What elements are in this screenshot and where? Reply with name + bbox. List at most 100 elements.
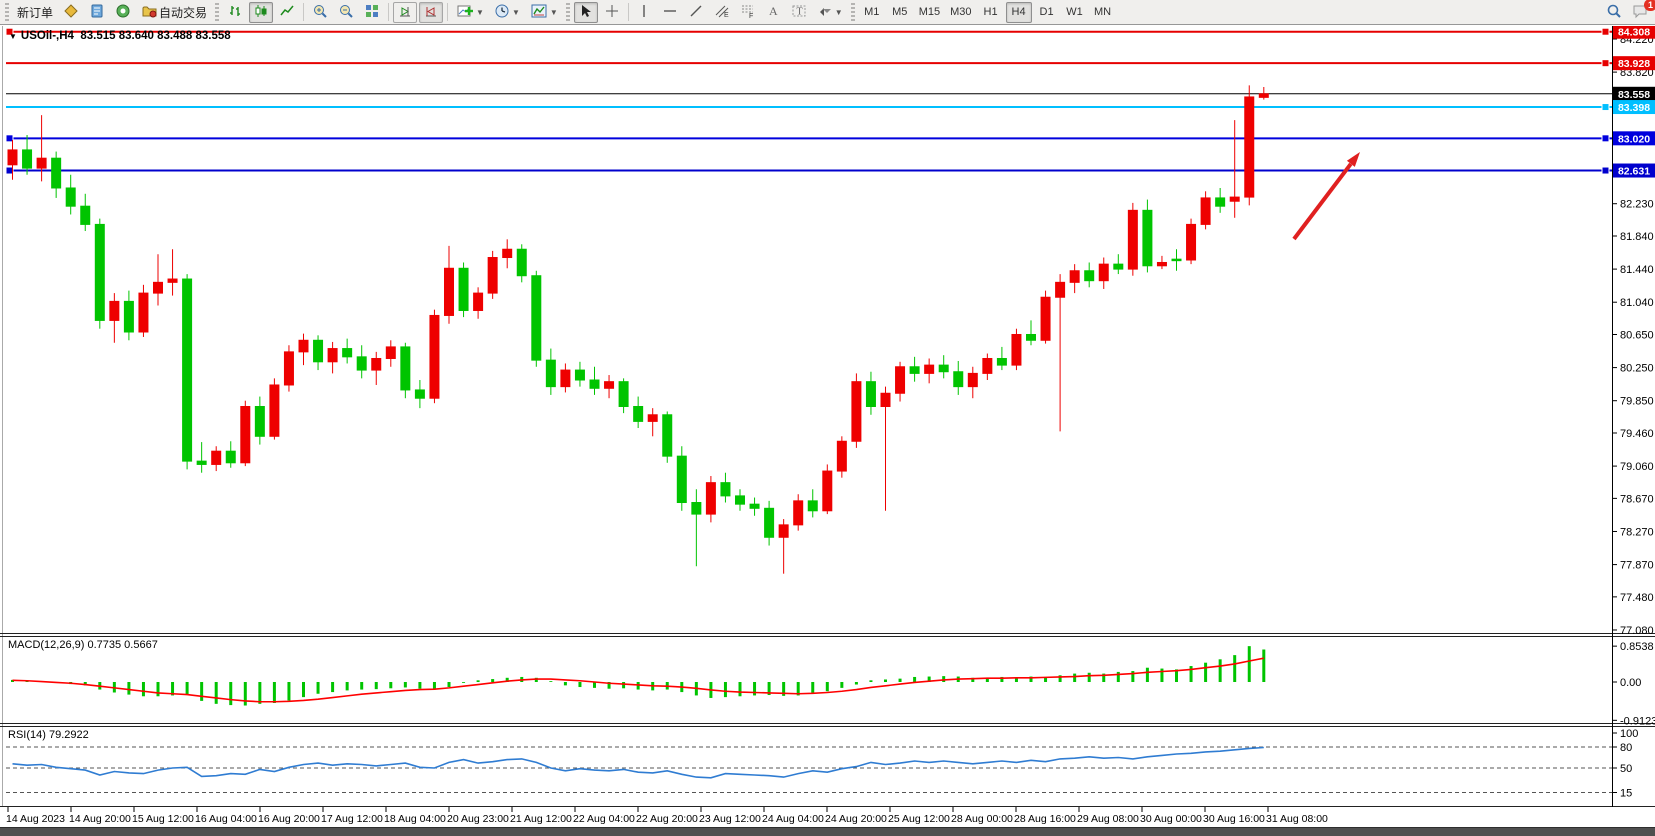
time-axis-label: 15 Aug 12:00 <box>132 813 194 825</box>
candle <box>371 357 382 371</box>
zoom-out-button[interactable] <box>334 2 358 23</box>
candle <box>327 348 338 363</box>
candle <box>1069 270 1080 283</box>
candlestick-chart-button[interactable] <box>249 1 274 23</box>
search-button[interactable] <box>1602 2 1626 23</box>
candle <box>283 351 294 386</box>
horizontal-line-button[interactable] <box>658 2 682 23</box>
navigator-button[interactable] <box>111 2 135 23</box>
line-chart-button[interactable] <box>275 2 299 23</box>
candle <box>123 300 134 333</box>
toolbar-separator <box>627 3 629 21</box>
toolbar-grip[interactable] <box>5 3 9 21</box>
crosshair-button[interactable] <box>600 2 624 23</box>
tile-windows-button[interactable] <box>360 2 384 23</box>
candle <box>1186 223 1197 261</box>
timeframe-button-m1[interactable]: M1 <box>864 6 880 18</box>
rsi-axis-label: 15 <box>1620 788 1632 800</box>
candle <box>254 405 265 437</box>
candle <box>458 267 469 311</box>
chart-shift-button[interactable] <box>419 1 444 23</box>
line-handle[interactable] <box>1601 103 1610 112</box>
price-badge <box>1613 86 1655 101</box>
candle <box>1229 196 1240 202</box>
periods-button[interactable]: ▼ <box>490 2 524 23</box>
timeframe-button-h4[interactable]: H4 <box>1005 1 1032 23</box>
candle <box>153 281 163 294</box>
candle <box>1244 96 1255 198</box>
chart-title[interactable]: ▼ USOil-,H4 83.515 83.640 83.488 83.558 <box>9 30 231 42</box>
candle <box>22 149 33 169</box>
svg-text:A: A <box>769 4 778 18</box>
bar-chart-button[interactable] <box>223 2 247 23</box>
notification-badge: 1 <box>1643 0 1655 11</box>
candlestick-chart-icon <box>253 3 269 22</box>
chart-ohlc-values: 83.515 83.640 83.488 83.558 <box>80 30 231 42</box>
arrows-button[interactable]: ▼ <box>813 2 847 23</box>
candle <box>560 369 571 388</box>
time-axis-label: 23 Aug 12:00 <box>699 813 761 825</box>
candle <box>938 364 949 373</box>
toolbar-grip[interactable] <box>215 3 220 21</box>
cursor-button[interactable] <box>573 1 598 23</box>
horizontal-line-icon <box>662 3 678 22</box>
price-badge <box>1613 100 1655 115</box>
line-handle[interactable] <box>1601 59 1610 68</box>
candle <box>924 364 935 374</box>
templates-button[interactable]: ▼ <box>526 2 562 23</box>
timeframe-button-m15[interactable]: M15 <box>918 6 941 18</box>
candle <box>1258 93 1269 98</box>
line-handle[interactable] <box>5 134 14 143</box>
text-label-button[interactable]: T <box>787 2 811 23</box>
price-axis-label: 79.460 <box>1620 428 1654 440</box>
zoom-in-button[interactable] <box>308 2 332 23</box>
toolbar-grip[interactable] <box>565 3 570 21</box>
auto-scroll-button[interactable] <box>393 1 418 23</box>
toolbar-grip[interactable] <box>850 3 855 21</box>
candle <box>516 248 527 277</box>
candle <box>36 157 47 169</box>
crosshair-icon <box>604 3 620 22</box>
time-axis-label: 28 Aug 00:00 <box>951 813 1013 825</box>
timeframe-button-m30[interactable]: M30 <box>950 6 972 18</box>
cursor-icon <box>578 3 594 22</box>
candle <box>822 470 833 512</box>
chat-button[interactable]: 1 <box>1628 0 1655 23</box>
chart-dropdown-icon[interactable]: ▼ <box>9 32 17 41</box>
timeframe-button-h1[interactable]: H1 <box>983 6 998 18</box>
text-button[interactable]: A <box>762 2 785 23</box>
market-watch-button[interactable] <box>59 2 83 23</box>
autotrading-label: 自动交易 <box>159 5 208 20</box>
timeframe-button-d1[interactable]: D1 <box>1039 6 1054 18</box>
line-handle[interactable] <box>5 166 14 175</box>
candle <box>705 482 716 515</box>
new-order-button[interactable]: 新订单 <box>13 2 57 23</box>
candle <box>735 495 745 505</box>
text-icon: A <box>766 3 780 22</box>
indicators-button[interactable]: ▼ <box>452 2 488 23</box>
line-handle[interactable] <box>1601 134 1610 143</box>
candle <box>1113 263 1124 270</box>
trend-arrow-head[interactable] <box>1346 152 1360 167</box>
fibonacci-button[interactable]: F <box>736 2 760 23</box>
candle <box>851 381 862 442</box>
toolbar-separator <box>447 3 449 21</box>
timeframe-button-m5[interactable]: M5 <box>892 6 908 18</box>
timeframe-button-mn[interactable]: MN <box>1093 6 1112 18</box>
vertical-line-button[interactable] <box>633 2 656 23</box>
autotrading-button[interactable]: 自动交易 <box>137 2 211 23</box>
equidistant-channel-button[interactable]: E <box>710 2 734 23</box>
chart-canvas[interactable]: 84.22083.82082.23081.84081.44081.04080.6… <box>0 26 1655 835</box>
fibonacci-icon: F <box>740 3 756 22</box>
trend-arrow[interactable] <box>1292 162 1353 241</box>
trendline-button[interactable] <box>684 2 708 23</box>
candle <box>676 455 687 504</box>
line-handle[interactable] <box>5 27 14 36</box>
zoom-in-icon <box>312 3 328 22</box>
line-handle[interactable] <box>1601 166 1610 175</box>
timeframe-button-w1[interactable]: W1 <box>1066 6 1083 18</box>
time-axis-label: 17 Aug 12:00 <box>321 813 383 825</box>
data-window-button[interactable] <box>85 2 109 23</box>
macd-axis-label: 0.8538 <box>1620 641 1654 653</box>
line-handle[interactable] <box>1601 27 1610 36</box>
